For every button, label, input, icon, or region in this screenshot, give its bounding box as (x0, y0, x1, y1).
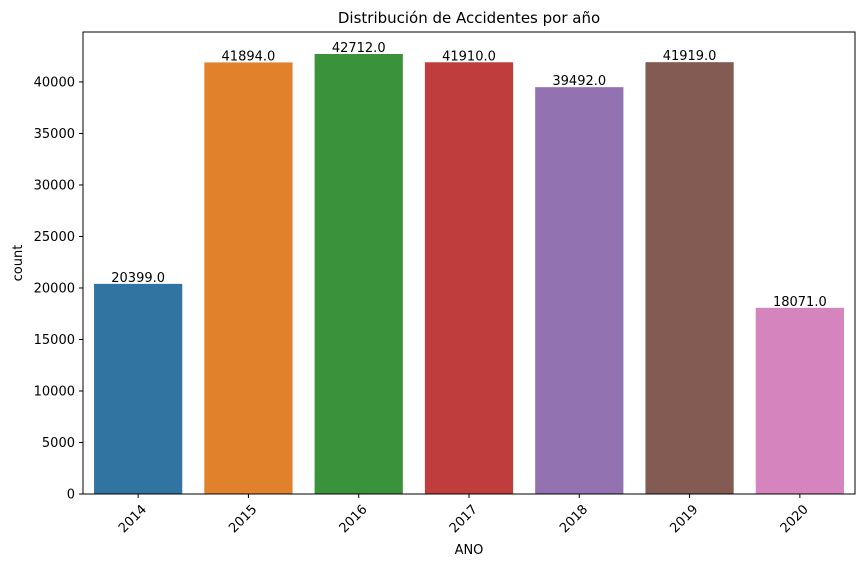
bar-value-label-2015: 41894.0 (222, 49, 276, 64)
x-tick-label-2020: 2020 (778, 502, 812, 536)
y-tick-label-5000: 5000 (42, 436, 75, 451)
bar-value-label-2019: 41919.0 (663, 49, 717, 64)
bar-2016 (314, 54, 403, 494)
x-axis-label: ANO (455, 543, 484, 558)
y-tick-label-40000: 40000 (34, 75, 75, 90)
x-axis: 2014 2015 2016 2017 2018 2019 2020 (116, 494, 812, 536)
y-axis: 0 5000 10000 15000 20000 25000 30000 35000 40000 (34, 75, 83, 503)
y-tick-label-10000: 10000 (34, 384, 75, 399)
y-tick-label-30000: 30000 (34, 178, 75, 193)
y-tick-label-25000: 25000 (34, 230, 75, 245)
bar-value-label-2016: 42712.0 (332, 41, 386, 56)
bar-2014 (94, 283, 183, 494)
y-tick-label-35000: 35000 (34, 127, 75, 142)
x-tick-label-2019: 2019 (667, 502, 701, 536)
bar-2019 (645, 62, 734, 495)
y-tick-label-15000: 15000 (34, 333, 75, 348)
bar-value-label-2017: 41910.0 (442, 49, 496, 64)
bar-value-label-2014: 20399.0 (111, 271, 165, 286)
y-tick-label-0: 0 (67, 488, 75, 503)
x-tick-label-2016: 2016 (337, 502, 371, 536)
bar-2020 (755, 307, 844, 494)
x-tick-label-2014: 2014 (116, 502, 150, 536)
chart-title: Distribución de Accidentes por año (338, 9, 600, 27)
plot-frame (82, 31, 856, 495)
y-axis-label: count (11, 245, 26, 282)
bars-group (94, 54, 844, 495)
bar-value-label-2018: 39492.0 (552, 74, 606, 89)
bar-labels-group: 20399.0 41894.0 42712.0 41910.0 39492.0 41919… (111, 41, 826, 310)
bar-2015 (204, 62, 293, 495)
x-tick-label-2017: 2017 (447, 502, 481, 536)
y-tick-label-20000: 20000 (34, 281, 75, 296)
bar-2018 (535, 87, 624, 495)
x-tick-label-2015: 2015 (226, 502, 260, 536)
bar-value-label-2020: 18071.0 (773, 295, 827, 310)
bar-2017 (424, 62, 514, 495)
x-tick-label-2018: 2018 (557, 502, 591, 536)
